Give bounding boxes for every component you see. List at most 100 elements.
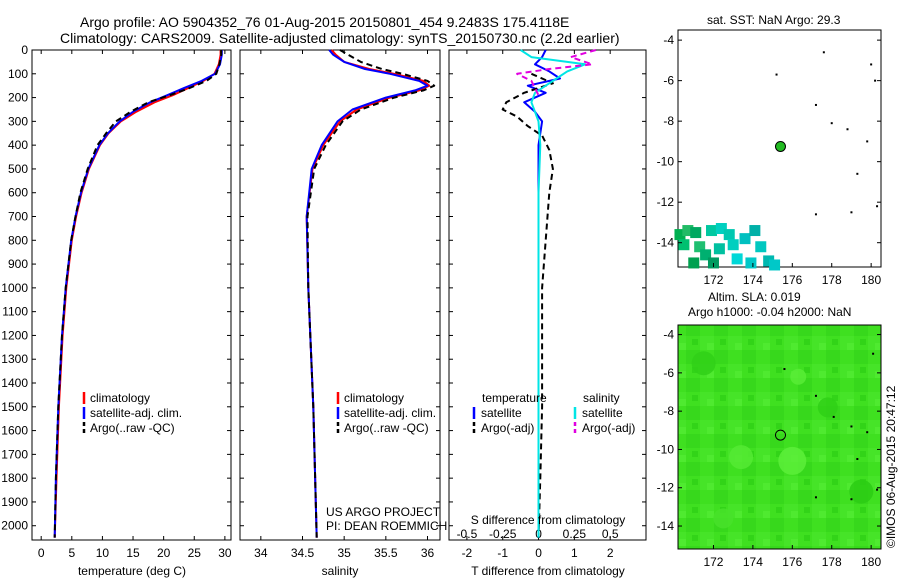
sst-cell: [749, 225, 761, 237]
x-tick-label: 1: [571, 546, 578, 560]
temperature-xlabel: temperature (deg C): [78, 564, 186, 578]
sla-anomaly-patch: [849, 479, 874, 504]
x-tick-label: 0: [535, 546, 542, 560]
y-tick-label: -4: [663, 33, 674, 47]
sst-cell: [731, 253, 743, 265]
y-tick-label: -10: [657, 442, 675, 456]
header-title: Argo profile: AO 5904352_76 01-Aug-2015 …: [80, 14, 569, 30]
s-difference-xlabel: S difference from climatology: [471, 513, 626, 527]
x-tick-label: 15: [126, 546, 140, 560]
island-dot: [850, 211, 853, 214]
sla-map-subtitle: Argo h1000: -0.04 h2000: NaN: [688, 305, 851, 319]
imos-timestamp: ©IMOS 06-Aug-2015 20:47:12: [884, 385, 898, 548]
sst-cell: [769, 259, 781, 271]
island-dot: [830, 122, 833, 125]
y-tick-label: -8: [663, 404, 674, 418]
x-tick-label: 30: [218, 546, 232, 560]
legend-title-temperature: temperature: [482, 391, 547, 405]
sst-cell: [700, 249, 712, 261]
y-tick-label: -6: [663, 74, 674, 88]
t-difference-xlabel: T difference from climatology: [471, 564, 625, 578]
island-dot: [846, 128, 849, 131]
sst-cell: [694, 241, 706, 253]
y-tick-label: 1100: [2, 305, 28, 319]
legend-title-salinity: salinity: [583, 391, 620, 405]
y-tick-label: -12: [657, 195, 675, 209]
island-dot: [814, 103, 817, 106]
legend-label-satellite: satellite-adj. clim.: [90, 406, 182, 420]
x-tick-label: 10: [96, 546, 110, 560]
y-tick-label: 100: [8, 67, 28, 81]
y-tick-label: -14: [657, 236, 675, 250]
legend-label-argo: Argo(..raw -QC): [90, 421, 175, 435]
y-tick-label: 300: [8, 114, 28, 128]
argo-position-marker: [774, 429, 786, 441]
x-tick-label: 178: [822, 273, 842, 287]
x-tick-label: 174: [743, 555, 763, 569]
salinity-legend: climatology satellite-adj. clim. Argo(..…: [336, 391, 436, 435]
y-tick-label: -8: [663, 114, 674, 128]
sst-cell: [682, 225, 694, 237]
island-dot: [872, 352, 875, 355]
x-tick-label: 5: [68, 546, 75, 560]
legend-label-s-argo: Argo(-adj): [582, 421, 635, 435]
x-tick-label: 178: [822, 555, 842, 569]
y-tick-label: 1800: [1, 471, 28, 485]
y-tick-label: 1900: [1, 495, 28, 509]
sst-cell: [713, 243, 725, 255]
y-tick-label: -6: [663, 366, 674, 380]
x-tick-label: 36: [421, 546, 435, 560]
sla-map-title: Altim. SLA: 0.019: [708, 290, 801, 304]
sla-map-plot: 172 174 176 178 180 -4 -6 -8 -10 -12 -14: [657, 328, 882, 569]
sla-anomaly-patch: [713, 508, 734, 529]
island-dot: [856, 458, 859, 461]
x-tick-label: 2: [607, 546, 614, 560]
x-tick-label: 34.5: [291, 546, 315, 560]
difference-panel: [448, 49, 647, 541]
legend-label-s-satellite: satellite: [582, 406, 623, 420]
s-diff-tick-label: -0.5: [457, 527, 478, 541]
sla-anomaly-patch: [729, 445, 754, 470]
y-tick-label: 1400: [1, 376, 28, 390]
sla-anomaly-patch: [691, 351, 716, 376]
salinity-plot: 34 34.5 35 35.5 36: [240, 49, 440, 560]
temperature-legend: climatology satellite-adj. clim. Argo(..…: [82, 391, 182, 435]
island-dot: [822, 51, 825, 54]
salinity-xlabel: salinity: [322, 564, 359, 578]
y-tick-label: -14: [657, 519, 675, 533]
x-tick-label: -2: [462, 546, 473, 560]
island-dot: [850, 425, 853, 428]
x-tick-label: 174: [743, 273, 763, 287]
sst-cell: [763, 255, 775, 267]
y-tick-label: 2000: [1, 519, 28, 533]
header-subtitle: Climatology: CARS2009. Satellite-adjuste…: [60, 30, 620, 46]
sst-cell: [706, 225, 718, 237]
legend-label-climatology: climatology: [90, 391, 150, 405]
x-tick-label: 34: [254, 546, 268, 560]
x-tick-label: 25: [188, 546, 202, 560]
y-tick-label: 1000: [1, 281, 28, 295]
x-tick-label: 172: [703, 273, 723, 287]
sst-cell: [745, 257, 757, 269]
sst-cell: [739, 233, 751, 245]
series-line-satellite-adj-clim-: [305, 49, 429, 538]
island-dot: [832, 415, 835, 418]
x-tick-label: 176: [782, 555, 802, 569]
x-tick-label: -1: [497, 546, 508, 560]
y-tick-label: -10: [657, 155, 675, 169]
island-dot: [866, 140, 869, 143]
series-line-argo-raw-qc-: [306, 49, 436, 538]
legend-label-climatology: climatology: [344, 391, 404, 405]
y-tick-label: 400: [8, 138, 28, 152]
island-dot: [866, 431, 869, 434]
island-dot: [874, 79, 877, 82]
x-tick-label: 35.5: [374, 546, 398, 560]
sla-anomaly-patch: [790, 368, 807, 385]
island-dot: [870, 63, 873, 66]
sst-cell: [688, 257, 700, 269]
island-dot: [856, 172, 859, 175]
x-tick-label: 20: [157, 546, 171, 560]
sst-cell: [723, 229, 735, 241]
legend-label-t-argo: Argo(-adj): [481, 421, 534, 435]
